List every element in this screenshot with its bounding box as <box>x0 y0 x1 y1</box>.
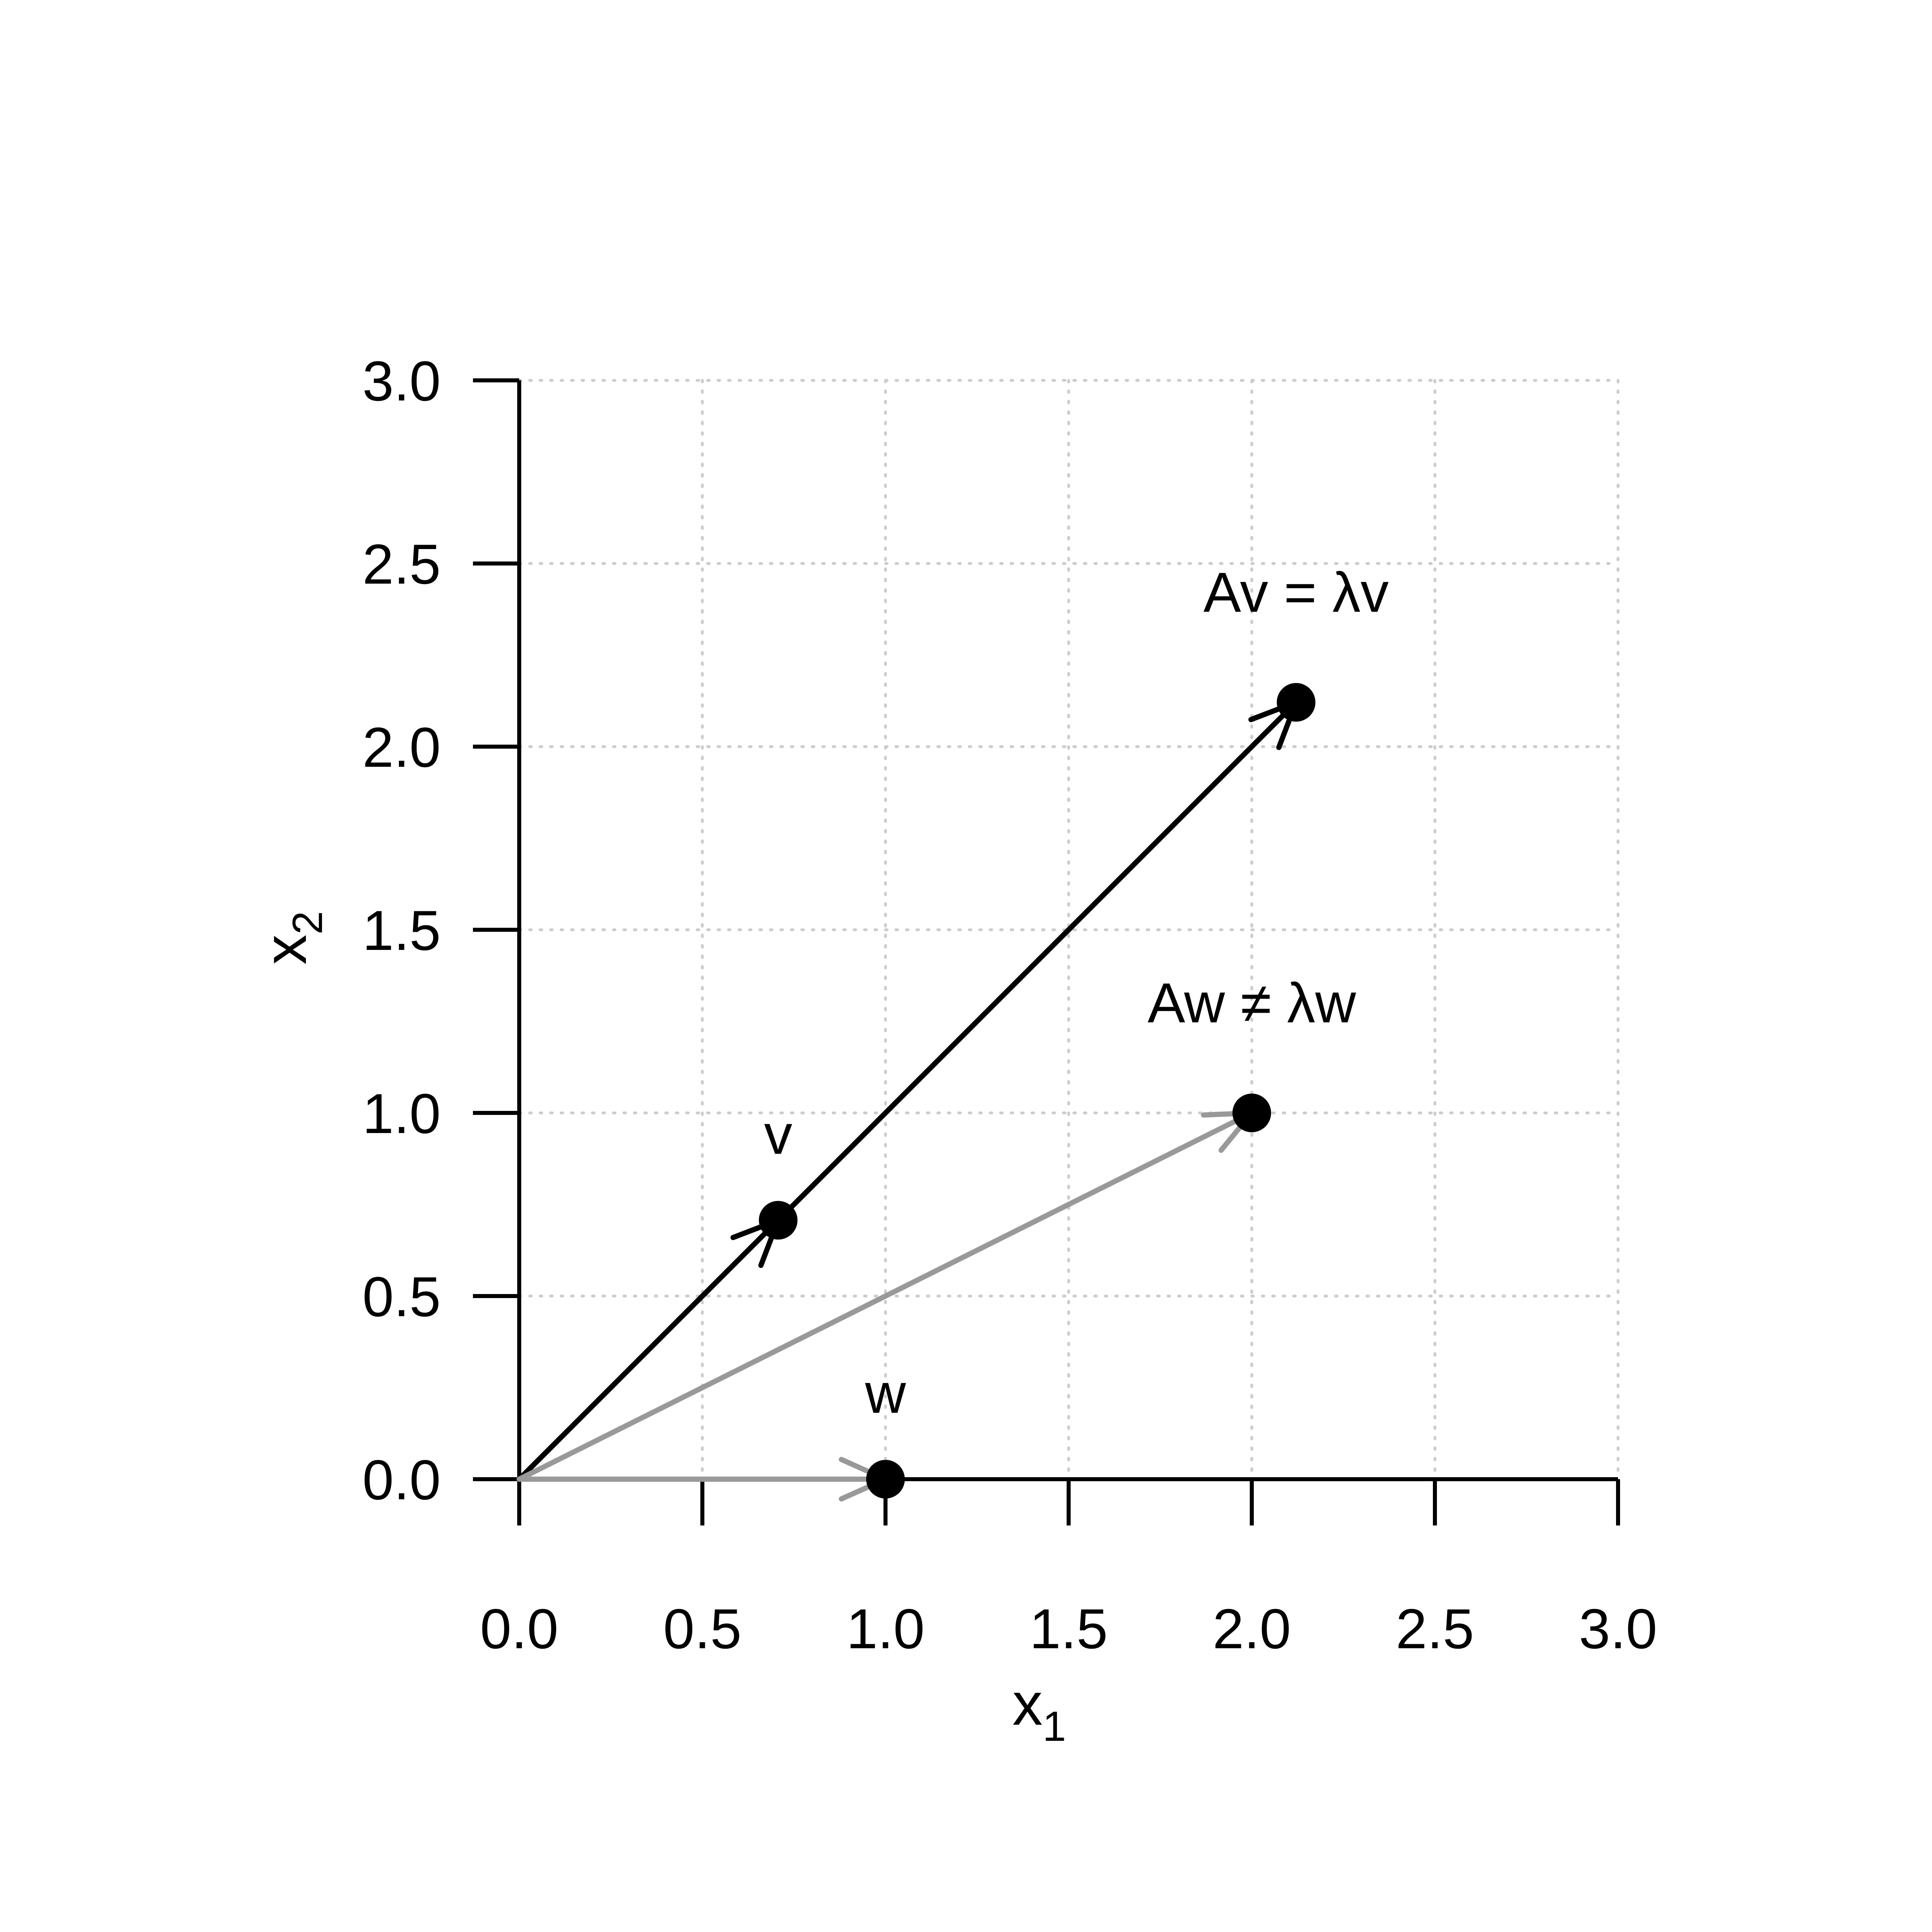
point-label-Aw: Aw ≠ λw <box>1148 971 1356 1034</box>
y-axis-label-sub: 2 <box>284 911 331 934</box>
y-axis-label: x2 <box>251 911 331 964</box>
x-axis-label-sub: 1 <box>1042 1703 1066 1750</box>
axes: 0.0 0.5 1.0 1.5 2.0 2.5 3.0 0.0 0.5 1.0 1.5 2.0 2.5 3… <box>362 349 1657 1660</box>
point-w <box>866 1460 905 1499</box>
x-tick-label-1: 0.5 <box>663 1597 742 1660</box>
point-Av <box>1277 683 1316 722</box>
y-tick-label-5: 2.5 <box>362 533 441 596</box>
x-tick-label-4: 2.0 <box>1213 1597 1291 1660</box>
y-tick-label-0: 0.0 <box>362 1448 441 1511</box>
point-label-Av: Av = λv <box>1203 561 1389 624</box>
x-axis-label-main: x <box>1012 1670 1042 1738</box>
x-tick-label-6: 3.0 <box>1579 1597 1657 1660</box>
y-tick-label-1: 0.5 <box>362 1265 441 1328</box>
point-label-w: w <box>865 1362 906 1425</box>
y-tick-label-6: 3.0 <box>362 349 441 413</box>
point-labels: v Av = λv w Aw ≠ λw <box>764 561 1389 1425</box>
y-tick-label-4: 2.0 <box>362 716 441 779</box>
y-tick-label-3: 1.5 <box>362 899 441 962</box>
vector-v <box>516 1218 781 1482</box>
y-axis-label-main: x <box>251 935 319 965</box>
points <box>759 683 1316 1499</box>
x-tick-label-0: 0.0 <box>480 1597 559 1660</box>
point-label-v: v <box>764 1103 792 1166</box>
point-v <box>759 1201 798 1240</box>
vector-Av <box>775 700 1299 1223</box>
x-axis-label: x1 <box>1012 1670 1066 1750</box>
x-tick-label-5: 2.5 <box>1396 1597 1474 1660</box>
point-Aw <box>1232 1094 1271 1132</box>
x-tick-label-3: 1.5 <box>1030 1597 1108 1660</box>
vectors <box>516 700 1299 1502</box>
x-tick-label-2: 1.0 <box>846 1597 925 1660</box>
vector-Aw <box>516 1110 1255 1482</box>
y-tick-label-2: 1.0 <box>362 1082 441 1145</box>
